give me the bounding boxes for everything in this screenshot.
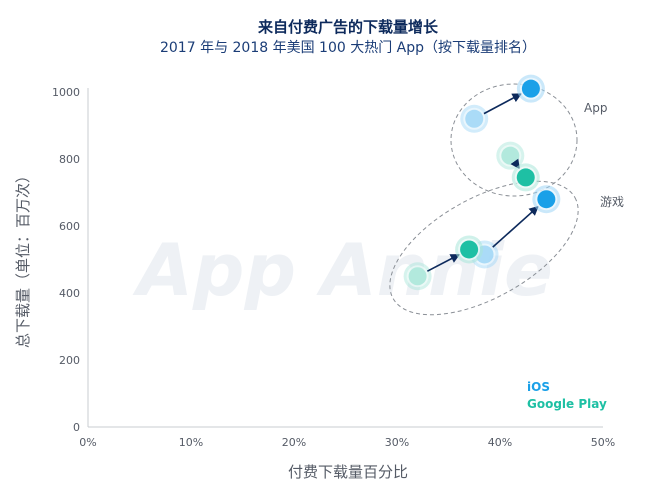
y-axis-label: 总下载量（单位：百万次）: [14, 168, 32, 348]
x-tick-label: 10%: [179, 436, 203, 449]
change-arrow: [492, 205, 539, 248]
legend-google-play: Google Play: [527, 397, 607, 411]
point-2018: [511, 163, 540, 192]
y-tick-label: 200: [59, 354, 80, 367]
point-2018-dot: [537, 190, 556, 209]
app-group-ellipse: [450, 83, 578, 197]
point-2018: [516, 74, 545, 103]
y-tick-label: 600: [59, 220, 80, 233]
x-tick-labels: 0% 10% 20% 30% 40% 50%: [79, 436, 615, 449]
point-2017-dot: [501, 146, 520, 165]
point-2017-dot: [465, 109, 484, 128]
legend-ios: iOS: [527, 380, 550, 394]
y-tick-labels: 0 200 400 600 800 1000: [52, 86, 80, 434]
y-tick-label: 1000: [52, 86, 80, 99]
x-tick-label: 20%: [282, 436, 306, 449]
point-2018: [532, 185, 561, 214]
y-tick-label: 800: [59, 153, 80, 166]
x-tick-label: 50%: [591, 436, 615, 449]
y-tick-label: 400: [59, 287, 80, 300]
change-arrow: [483, 93, 523, 115]
x-axis-label: 付费下载量百分比: [288, 463, 408, 481]
point-2017: [460, 104, 489, 133]
x-tick-label: 0%: [79, 436, 96, 449]
y-tick-label: 0: [73, 421, 80, 434]
games-group-ellipse: [389, 180, 579, 316]
change-arrow: [426, 254, 461, 272]
point-2017: [403, 262, 432, 291]
chart-title: 来自付费广告的下载量增长: [257, 18, 439, 36]
watermark: App Annie: [132, 228, 553, 312]
point-2018-dot: [521, 79, 540, 98]
x-tick-label: 40%: [488, 436, 512, 449]
point-2018-dot: [460, 240, 479, 259]
point-2017-dot: [408, 267, 427, 286]
point-2018: [455, 235, 484, 264]
games-group-label: 游戏: [600, 195, 624, 209]
x-tick-label: 30%: [385, 436, 409, 449]
chart-subtitle: 2017 年与 2018 年美国 100 大热门 App（按下载量排名）: [160, 40, 536, 56]
app-group-label: App: [584, 101, 607, 115]
data-points: [403, 74, 561, 291]
point-2018-dot: [516, 168, 535, 187]
